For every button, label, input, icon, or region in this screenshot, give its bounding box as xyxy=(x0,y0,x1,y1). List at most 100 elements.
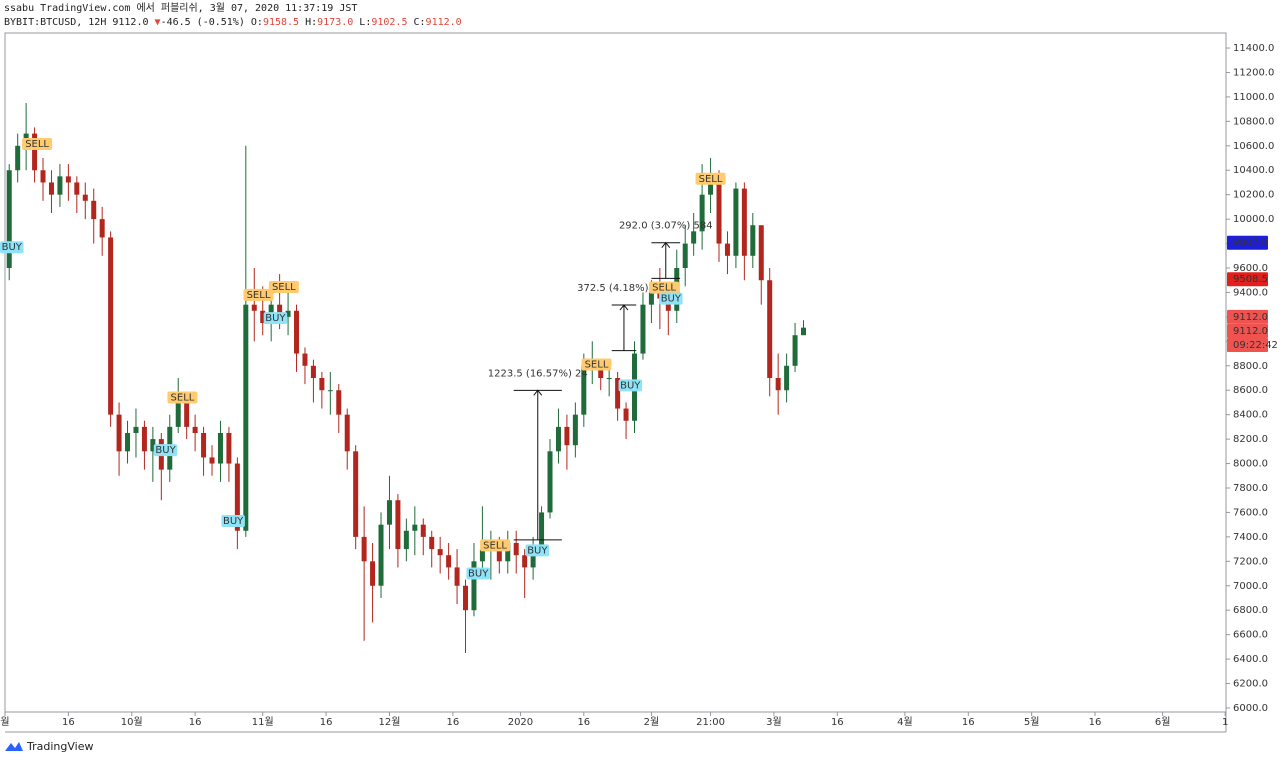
candle-body xyxy=(412,524,418,531)
candle-body xyxy=(40,170,46,183)
y-tick-label: 6400.0 xyxy=(1233,654,1268,665)
signal-box xyxy=(0,241,24,254)
candle-body xyxy=(420,524,426,537)
candle-body xyxy=(141,426,147,452)
h-value: 9173.0 xyxy=(317,17,354,28)
price-marker-label: 9112.0 xyxy=(1233,326,1268,337)
y-tick-label: 10000.0 xyxy=(1233,214,1274,225)
y-tick-label: 11000.0 xyxy=(1233,92,1274,103)
signal-label: BUY xyxy=(2,242,23,253)
signal-box xyxy=(581,358,612,371)
candle-body xyxy=(175,402,181,427)
y-tick-label: 6600.0 xyxy=(1233,630,1268,641)
candle-body xyxy=(792,335,798,366)
price-marker-label: 9508.5 xyxy=(1233,274,1268,285)
chart: 6000.0 6200.0 6400.0 6600.0 6800.0 7000.0 7200… xyxy=(0,32,1278,733)
signal-label: BUY xyxy=(620,380,641,391)
candle-body xyxy=(15,145,21,171)
signal-box xyxy=(480,539,511,552)
y-tick-label: 8200.0 xyxy=(1233,434,1268,445)
candle-body xyxy=(319,377,325,391)
o-label: O: xyxy=(250,17,263,28)
y-tick-label: 10600.0 xyxy=(1233,141,1274,152)
candle-body xyxy=(217,432,223,464)
y-tick-label: 7400.0 xyxy=(1233,532,1268,543)
price-marker-label: 09:22:42 xyxy=(1233,340,1278,351)
measure-label: 292.0 (3.07%) 584 xyxy=(619,221,713,232)
signal-label: SELL xyxy=(699,174,723,185)
signal-box xyxy=(153,444,178,457)
signal-box xyxy=(659,292,683,305)
candle-body xyxy=(277,304,283,317)
candle-body xyxy=(344,414,350,452)
x-tick-label: 6월 xyxy=(1155,716,1171,728)
candle-body xyxy=(733,188,739,256)
x-tick-label: 10월 xyxy=(121,716,143,728)
measure-arrowhead xyxy=(661,241,671,249)
l-value: 9102.5 xyxy=(371,17,408,28)
signal-label: SELL xyxy=(171,393,195,404)
signal-label: BUY xyxy=(468,569,489,580)
signal-box xyxy=(466,567,490,580)
y-tick-label: 7600.0 xyxy=(1233,507,1268,518)
y-tick-label: 11400.0 xyxy=(1233,43,1274,54)
y-tick-label: 6000.0 xyxy=(1233,703,1268,714)
candle-body xyxy=(454,567,460,586)
candle-body xyxy=(547,451,553,513)
x-tick-label: 16 xyxy=(962,717,975,728)
candle-body xyxy=(775,377,781,391)
candle-body xyxy=(403,530,409,550)
y-tick-label: 7000.0 xyxy=(1233,581,1268,592)
candle-body xyxy=(99,219,105,238)
h-label: H: xyxy=(305,17,318,28)
y-tick-label: 7200.0 xyxy=(1233,556,1268,567)
x-tick-label: 16 xyxy=(577,717,590,728)
candle-body xyxy=(429,536,435,550)
candle-body xyxy=(302,353,308,366)
candle-body xyxy=(294,310,300,354)
signal-label: SELL xyxy=(25,139,49,150)
candle-body xyxy=(716,176,722,244)
signal-box xyxy=(618,379,643,392)
candle-body xyxy=(750,225,756,256)
price-marker xyxy=(1227,338,1268,353)
plot-frame xyxy=(4,32,1227,713)
candle-body xyxy=(530,549,536,568)
candle-body xyxy=(74,182,80,195)
candle-body xyxy=(564,426,570,446)
candle-body xyxy=(209,457,215,464)
candle-body xyxy=(150,439,156,452)
x-tick-label: 16 xyxy=(831,717,844,728)
candle-body xyxy=(201,432,207,458)
candle-body xyxy=(606,377,612,379)
price-marker-label: 9807.0 xyxy=(1233,238,1268,249)
candle-body xyxy=(471,561,477,611)
footer: TradingView xyxy=(4,739,93,753)
price-marker-label: 9112.0 xyxy=(1233,312,1268,323)
y-tick-label: 10400.0 xyxy=(1233,165,1274,176)
signal-label: SELL xyxy=(247,290,271,301)
signal-label: SELL xyxy=(483,540,507,551)
candle-body xyxy=(243,304,249,531)
candle-body xyxy=(353,451,359,537)
signal-label: BUY xyxy=(155,445,176,456)
candle-body xyxy=(446,555,452,568)
candle-body xyxy=(496,549,502,562)
x-tick-label: 3월 xyxy=(766,716,782,728)
candle-body xyxy=(133,426,139,433)
change-arrow: ▼ xyxy=(154,17,161,28)
y-tick-label: 11200.0 xyxy=(1233,67,1274,78)
candle-body xyxy=(285,310,291,317)
candle-body xyxy=(648,292,654,305)
header: ssabu TradingView.com 에서 퍼블리쉬, 3월 07, 20… xyxy=(4,2,462,30)
y-tick-label: 9600.0 xyxy=(1233,263,1268,274)
signal-label: SELL xyxy=(652,283,676,294)
y-tick-label: 6200.0 xyxy=(1233,679,1268,690)
x-tick-label: 16 xyxy=(189,717,202,728)
candle-body xyxy=(522,555,528,568)
symbol: BYBIT:BTCUSD, 12H 9112.0 xyxy=(4,17,149,28)
price-marker xyxy=(1227,323,1268,338)
signal-label: SELL xyxy=(272,282,296,293)
candle-body xyxy=(665,298,671,311)
candle-body xyxy=(640,304,646,354)
